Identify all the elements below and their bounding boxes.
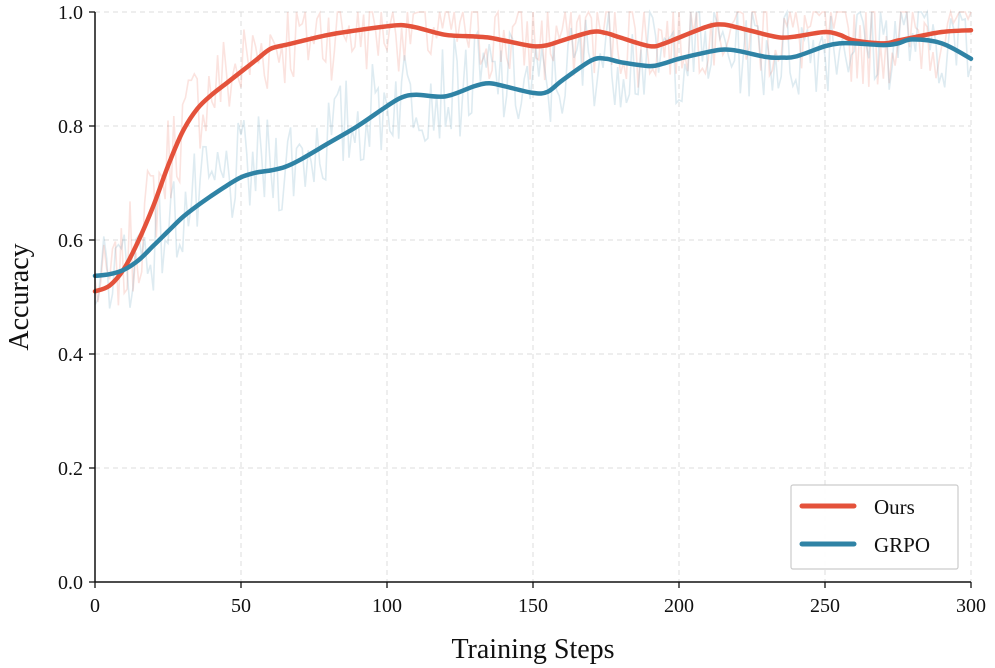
x-axis-label: Training Steps <box>451 634 614 665</box>
y-tick-label: 0.0 <box>58 572 83 594</box>
y-tick-label: 0.4 <box>58 344 83 366</box>
smoothed-series-lines <box>92 22 974 294</box>
x-tick-label: 200 <box>664 595 694 617</box>
y-tick-label: 1.0 <box>58 2 83 24</box>
legend: Ours GRPO <box>790 484 959 570</box>
x-tick-label: 150 <box>518 595 548 617</box>
y-tick-label: 0.8 <box>58 116 83 138</box>
legend-label-grpo: GRPO <box>874 533 930 557</box>
x-tick-label: 50 <box>231 595 251 617</box>
x-tick-label: 300 <box>956 595 986 617</box>
raw-series-traces <box>94 8 972 309</box>
x-tick-label: 250 <box>810 595 840 617</box>
series-line-grpo <box>92 37 974 279</box>
y-axis-label: Accuracy <box>4 243 35 350</box>
grid <box>95 11 972 582</box>
legend-label-ours: Ours <box>874 495 915 519</box>
series-line-ours <box>92 22 974 294</box>
x-tick-label: 100 <box>372 595 402 617</box>
tick-labels: 0 50 100 150 200 250 300 0.0 0.2 0.4 0.6 0.8 1.0 <box>58 2 986 617</box>
x-tick-label: 0 <box>90 595 100 617</box>
y-tick-label: 0.2 <box>58 458 83 480</box>
raw-trace-ours <box>94 8 972 306</box>
y-tick-label: 0.6 <box>58 230 83 252</box>
raw-trace-grpo <box>94 9 972 309</box>
